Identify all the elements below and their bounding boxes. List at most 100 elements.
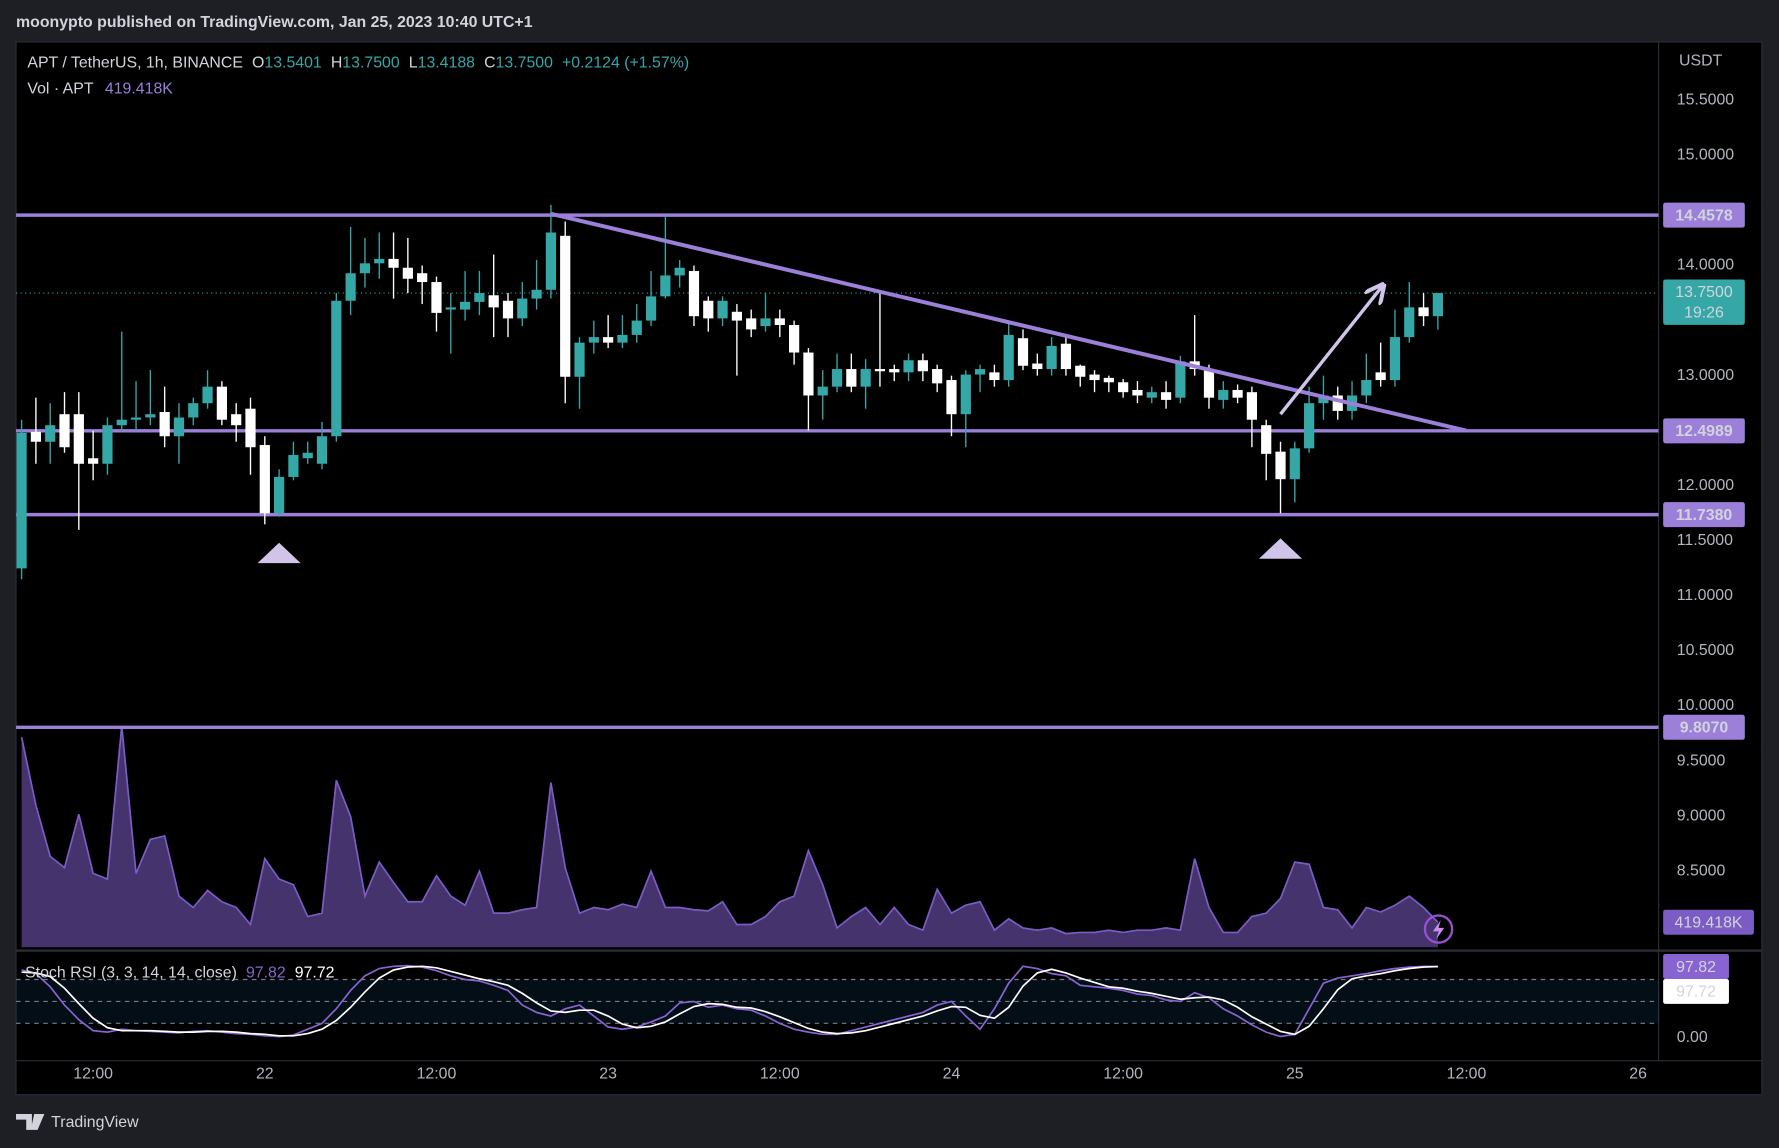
- candle-body: [1332, 395, 1343, 411]
- candle-body: [302, 452, 313, 459]
- publish-header: moonypto published on TradingView.com, J…: [16, 14, 533, 31]
- candle-body: [703, 300, 714, 319]
- level-label-box: [1663, 418, 1745, 444]
- trendline: [550, 211, 1467, 433]
- candle-body: [216, 386, 227, 420]
- candle-body: [860, 369, 871, 387]
- volume-line: [20, 725, 1439, 935]
- countdown: 19:26: [1684, 305, 1724, 322]
- alert-icon[interactable]: [1423, 914, 1454, 944]
- stoch-title: Stoch RSI (3, 3, 14, 14, close): [25, 964, 237, 981]
- ohlc-value: 13.5401: [264, 55, 322, 72]
- footer-brand: TradingView: [51, 1114, 139, 1131]
- current-price-box: [1663, 279, 1745, 325]
- y-tick-label: 9.5000: [1677, 752, 1726, 769]
- candle-body: [817, 386, 828, 396]
- stoch-d-label: 97.72: [1676, 984, 1716, 1001]
- candle-body: [1132, 389, 1143, 396]
- candle-body: [1175, 361, 1186, 398]
- y-tick-label: 11.0000: [1677, 587, 1733, 604]
- candle-body: [645, 296, 657, 321]
- candle-body: [1146, 392, 1157, 398]
- candle-body: [1275, 451, 1286, 480]
- level-label-box: [1663, 502, 1745, 528]
- ohlc-key: L: [409, 55, 418, 72]
- candle-body: [760, 318, 771, 327]
- ohlc-key: O: [252, 55, 264, 72]
- candle-body: [445, 307, 456, 310]
- candle-body: [388, 258, 399, 268]
- candle-body: [231, 414, 242, 426]
- x-tick-label: 12:00: [760, 1065, 800, 1082]
- candle-body: [746, 318, 757, 330]
- y-tick-label: 11.5000: [1677, 532, 1733, 549]
- arrow: [1279, 286, 1383, 416]
- candle-body: [45, 425, 56, 442]
- alert-icon-bolt: [1432, 919, 1445, 940]
- stoch-k-label: 97.82: [1676, 959, 1716, 976]
- candle-body: [16, 432, 27, 569]
- candle-body: [159, 411, 170, 437]
- y-tick-label: 10.5000: [1677, 642, 1735, 659]
- footer-logo: [16, 1113, 45, 1130]
- level-label: 9.8070: [1680, 720, 1729, 737]
- stoch-d-label-box: [1663, 978, 1729, 1004]
- stoch-legend: Stoch RSI (3, 3, 14, 14, close) 97.82 97.7…: [25, 964, 335, 981]
- candle-body: [202, 386, 213, 404]
- candle-body: [30, 431, 42, 442]
- candle-body: [73, 414, 84, 464]
- candle-body: [1261, 425, 1272, 454]
- x-tick-label: 25: [1286, 1065, 1304, 1082]
- y-tick-label: 9.0000: [1677, 807, 1726, 824]
- candle-body: [1160, 392, 1172, 400]
- candle-body: [1046, 345, 1057, 370]
- candle-body: [402, 267, 413, 279]
- candle-body: [417, 273, 428, 283]
- candle-body: [660, 275, 671, 297]
- x-tick-label: 12:00: [1447, 1065, 1487, 1082]
- candle-body: [1017, 338, 1029, 366]
- level-label: 12.4989: [1675, 423, 1733, 440]
- y-tick-label: 15.5000: [1677, 92, 1735, 109]
- x-tick-label: 12:00: [417, 1065, 457, 1082]
- candle-body: [531, 289, 542, 299]
- candle-body: [1003, 334, 1014, 381]
- candle-body: [145, 414, 156, 418]
- candle-body: [874, 369, 886, 372]
- x-tick-label: 12:00: [1103, 1065, 1143, 1082]
- volume-area: [21, 725, 1438, 948]
- candle-body: [1075, 365, 1086, 377]
- candle-body: [1375, 372, 1386, 381]
- ohlc-value: 13.4188: [418, 55, 476, 72]
- candle-body: [274, 476, 285, 514]
- candle-body: [674, 267, 685, 276]
- candle-body: [1103, 377, 1114, 383]
- y-tick-label: 8.5000: [1677, 862, 1726, 879]
- candle-body: [102, 425, 113, 464]
- y-unit: USDT: [1679, 52, 1723, 69]
- candle-body: [188, 403, 199, 418]
- ohlc-key: H: [331, 55, 342, 72]
- candle-body: [316, 436, 328, 464]
- candle-body: [88, 458, 99, 464]
- candle-body: [116, 419, 127, 426]
- change: +0.2124 (+1.57%): [562, 55, 689, 72]
- volume-legend: Vol · APT 419.418K: [27, 81, 173, 98]
- candle-body: [130, 417, 142, 420]
- ohlc-key: C: [484, 55, 495, 72]
- plot-area: [16, 204, 1659, 948]
- candle-body: [173, 417, 185, 437]
- candle-body: [889, 369, 900, 373]
- candle-body: [502, 300, 514, 319]
- candle-body: [1289, 448, 1300, 480]
- x-tick-label: 12:00: [73, 1065, 113, 1082]
- stoch-k-value: 97.82: [246, 964, 286, 981]
- candle-body: [1218, 389, 1229, 400]
- volume-label: 419.418K: [1675, 915, 1743, 932]
- candle-body: [974, 369, 986, 375]
- candle-body: [1389, 337, 1401, 381]
- current-price-label: 13.7500: [1675, 284, 1733, 301]
- candle-body: [574, 342, 585, 377]
- candle-body: [1304, 403, 1315, 449]
